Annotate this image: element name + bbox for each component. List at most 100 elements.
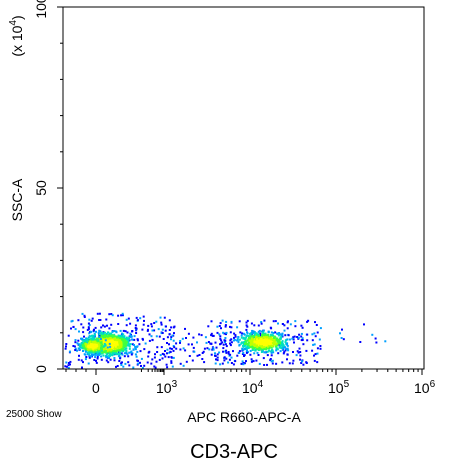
event-dot	[214, 355, 217, 357]
event-dot	[126, 353, 129, 356]
event-dot	[198, 333, 201, 336]
event-dot	[254, 343, 257, 346]
event-dot	[103, 331, 106, 334]
event-dot	[131, 330, 134, 333]
event-dot	[126, 338, 129, 341]
event-dot	[99, 332, 102, 335]
event-dot	[269, 333, 272, 336]
event-dot	[147, 324, 150, 327]
event-dot	[245, 328, 248, 331]
event-dot	[280, 344, 283, 347]
event-dot	[122, 365, 125, 368]
event-dot	[112, 330, 115, 332]
event-dot	[268, 346, 271, 349]
event-dot	[103, 325, 106, 328]
event-dot	[128, 337, 131, 339]
event-dot	[260, 338, 263, 341]
chart-title: CD3-APC	[190, 441, 278, 463]
event-dot	[116, 365, 119, 367]
event-dot	[91, 353, 94, 356]
event-dot	[255, 359, 258, 362]
event-dot	[161, 357, 164, 360]
event-dot	[253, 331, 256, 334]
event-dot	[224, 339, 227, 342]
event-dot	[115, 330, 118, 333]
event-dot	[306, 333, 309, 336]
event-dot	[140, 357, 143, 360]
event-dot	[257, 330, 260, 333]
event-dot	[131, 343, 134, 346]
event-dot	[296, 336, 299, 338]
event-dot	[106, 331, 109, 334]
event-dot	[281, 361, 284, 364]
event-dot	[182, 347, 185, 350]
event-dot	[375, 341, 378, 344]
event-dot	[118, 354, 121, 357]
event-dot	[284, 334, 287, 337]
y-axis-ticks: 0 50 100	[33, 0, 63, 373]
event-dot	[118, 344, 121, 347]
event-dot	[270, 354, 273, 357]
event-dot	[124, 362, 127, 365]
event-dot	[363, 323, 365, 326]
event-dot	[214, 341, 217, 344]
event-dot	[270, 351, 273, 354]
event-dot	[81, 312, 84, 315]
event-dot	[275, 349, 278, 352]
event-dot	[90, 319, 93, 322]
event-dot	[113, 337, 115, 340]
event-dot	[105, 318, 108, 321]
event-dot	[94, 356, 97, 359]
event-dot	[278, 334, 281, 337]
event-dot	[78, 354, 80, 357]
event-dot	[122, 348, 125, 351]
event-dot	[91, 335, 94, 338]
event-dot	[136, 359, 139, 362]
event-dot	[274, 331, 277, 334]
event-dot	[123, 345, 126, 348]
event-dot	[86, 339, 89, 342]
event-dot	[127, 355, 130, 358]
event-dot	[80, 359, 83, 362]
event-dot	[93, 340, 96, 343]
event-dot	[111, 334, 113, 337]
event-dot	[184, 327, 186, 330]
event-dot	[244, 339, 247, 342]
event-dot	[110, 313, 113, 315]
event-dot	[67, 367, 70, 369]
event-dot	[113, 338, 116, 341]
event-dot	[116, 340, 119, 342]
event-dot	[273, 339, 276, 342]
event-dot	[299, 358, 301, 361]
event-dot	[150, 362, 153, 365]
event-dot	[109, 349, 112, 352]
event-dot	[224, 343, 227, 346]
event-dot	[281, 343, 284, 346]
event-dot	[65, 343, 68, 345]
event-dot	[229, 339, 232, 342]
event-dot	[118, 351, 121, 354]
event-dot	[117, 352, 120, 355]
event-dot	[216, 325, 219, 328]
event-dot	[179, 340, 182, 342]
event-dot	[250, 332, 253, 334]
event-dot	[295, 354, 298, 357]
event-dot	[223, 356, 226, 359]
event-dot	[108, 340, 111, 343]
event-dot	[258, 348, 261, 351]
event-dot	[271, 348, 274, 351]
event-dot	[291, 337, 294, 340]
event-dot	[255, 342, 258, 345]
event-dot	[249, 353, 252, 356]
event-dot	[92, 347, 95, 350]
event-dot	[120, 314, 123, 317]
event-dot	[100, 358, 103, 361]
event-dot	[247, 343, 250, 345]
event-dot	[283, 351, 286, 354]
event-dot	[96, 351, 99, 354]
event-dot	[241, 347, 244, 350]
event-dot	[307, 319, 310, 322]
event-dot	[84, 348, 87, 351]
event-dot	[160, 323, 163, 326]
event-dot	[150, 323, 153, 326]
